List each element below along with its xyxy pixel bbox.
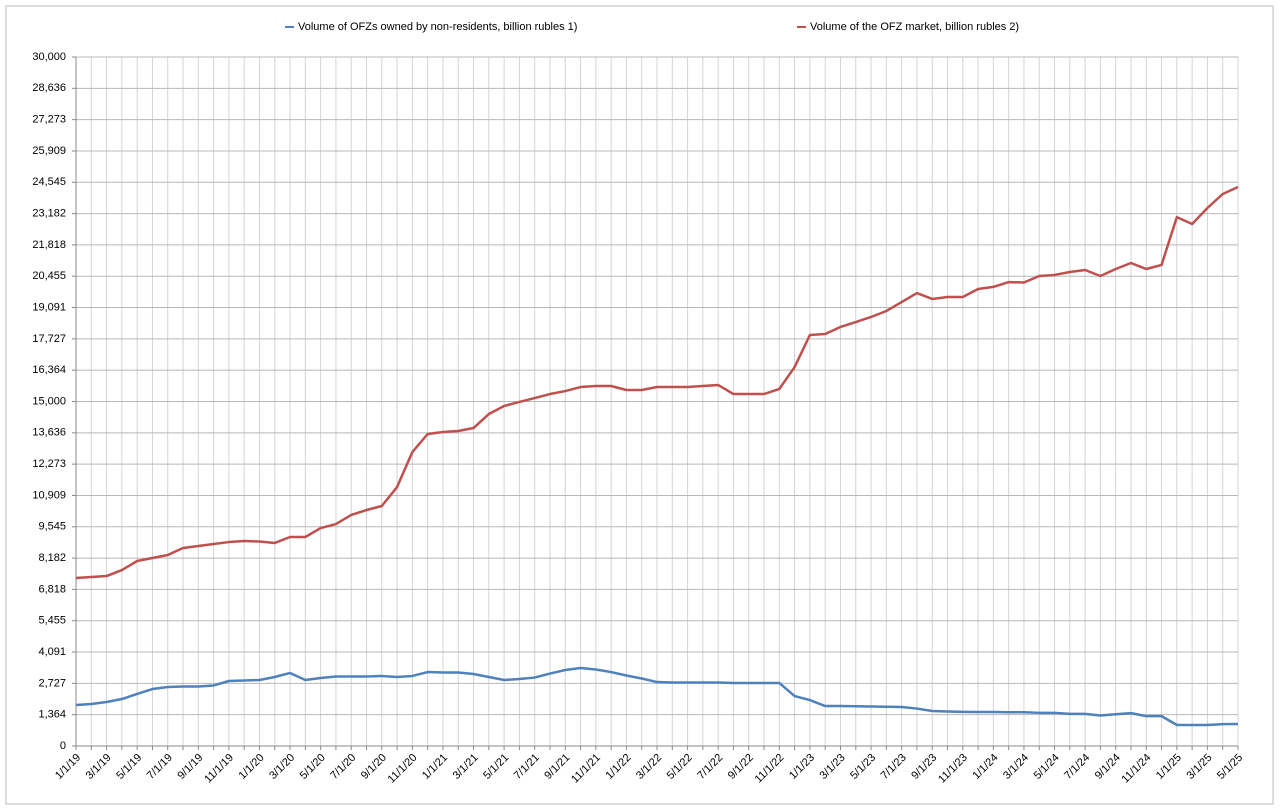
y-tick-label: 24,545 [32,176,66,188]
legend-label: Volume of the OFZ market, billion rubles… [810,21,1019,33]
y-tick-label: 0 [60,740,66,752]
y-tick-label: 16,364 [32,364,66,376]
legend-label: Volume of OFZs owned by non-residents, b… [298,21,577,33]
y-tick-label: 2,727 [38,677,66,689]
y-tick-label: 1,364 [38,709,66,721]
y-tick-label: 5,455 [38,615,66,627]
y-tick-label: 20,455 [32,270,66,282]
y-tick-label: 21,818 [32,239,66,251]
y-tick-label: 27,273 [32,114,66,126]
y-tick-label: 23,182 [32,207,66,219]
y-tick-label: 10,909 [32,489,66,501]
y-tick-label: 30,000 [32,51,66,63]
y-tick-label: 15,000 [32,395,66,407]
chart-frame [5,5,1274,805]
y-tick-label: 9,545 [38,521,66,533]
y-tick-label: 6,818 [38,583,66,595]
y-tick-label: 4,091 [38,646,66,658]
y-tick-label: 8,182 [38,552,66,564]
y-tick-label: 13,636 [32,427,66,439]
y-tick-label: 19,091 [32,301,66,313]
y-tick-label: 17,727 [32,333,66,345]
y-tick-label: 12,273 [32,458,66,470]
data-line [75,185,1239,580]
y-tick-label: 25,909 [32,145,66,157]
data-line [75,666,1239,727]
y-tick-label: 28,636 [32,82,66,94]
